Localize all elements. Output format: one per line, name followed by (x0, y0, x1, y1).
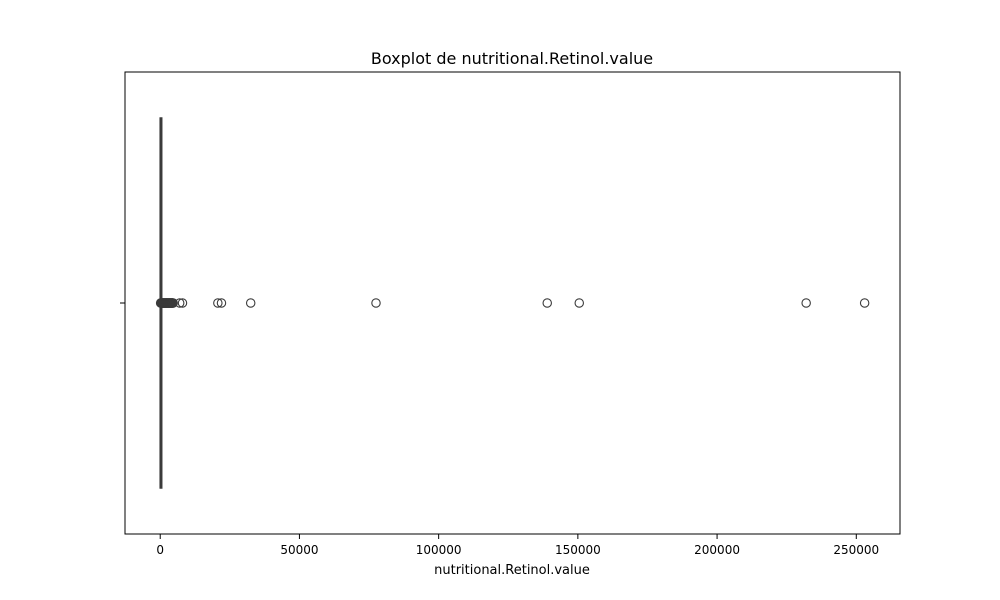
outlier-point (177, 298, 188, 308)
chart-title: Boxplot de nutritional.Retinol.value (371, 49, 653, 68)
x-tick-label: 250000 (833, 543, 879, 557)
outlier-point (801, 298, 811, 308)
outlier-point (574, 298, 585, 308)
x-axis-ticks: 0 50000 100000 150000 200000 250000 (156, 534, 879, 557)
outlier-point (216, 298, 227, 308)
outlier-point (371, 298, 381, 308)
outlier-point (213, 298, 223, 308)
x-tick-label: 0 (156, 543, 164, 557)
outlier-point (245, 298, 256, 308)
x-axis-label: nutritional.Retinol.value (434, 563, 590, 578)
outlier-group (155, 298, 870, 308)
x-tick-label: 200000 (694, 543, 740, 557)
x-tick-label: 100000 (416, 543, 462, 557)
x-tick-label: 150000 (555, 543, 601, 557)
outlier-point (168, 298, 178, 308)
plot-area-frame (124, 71, 901, 535)
outlier-point (542, 298, 552, 308)
outlier-point (859, 298, 870, 308)
x-tick-label: 50000 (280, 543, 318, 557)
outlier-point (174, 298, 185, 308)
